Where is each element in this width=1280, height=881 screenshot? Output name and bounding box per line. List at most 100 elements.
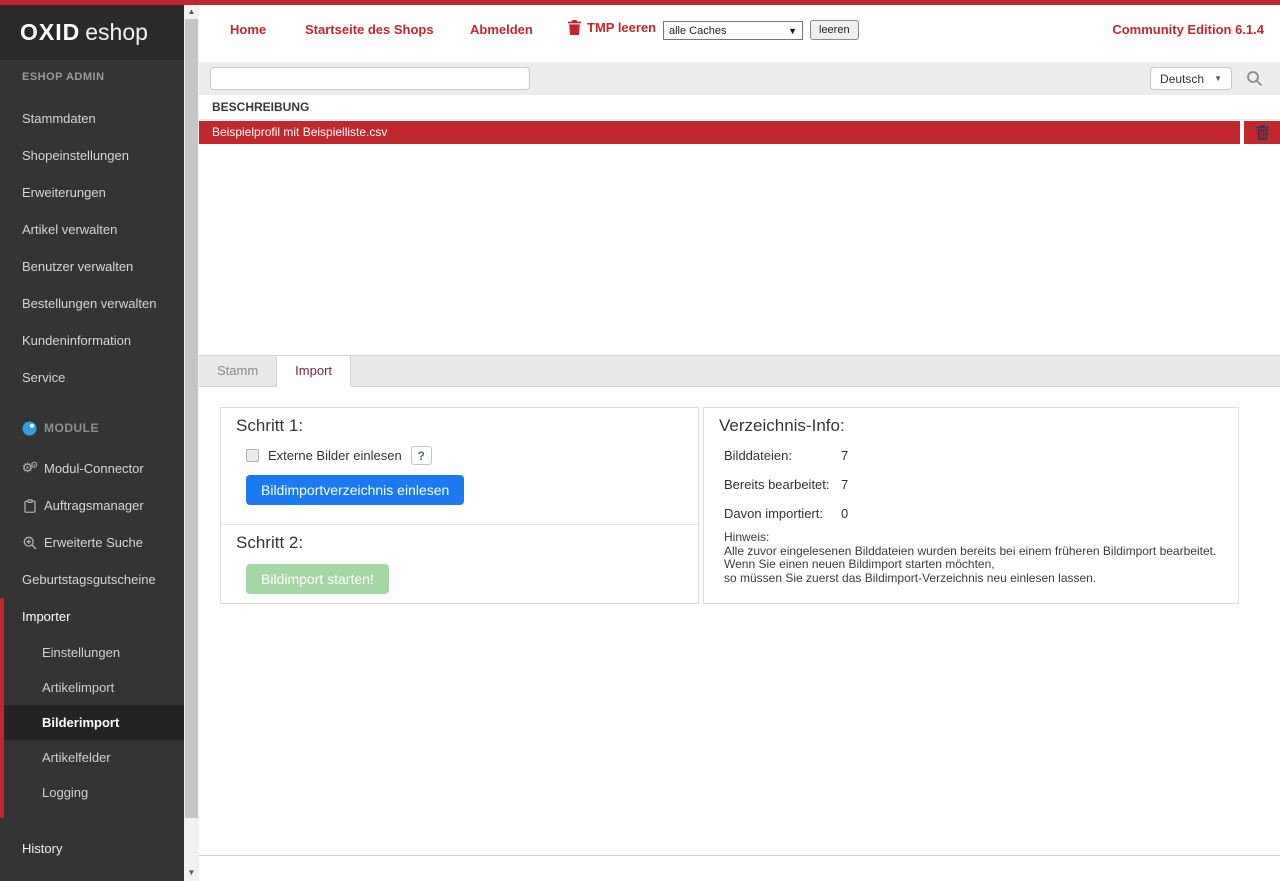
- scrollbar-up-arrow[interactable]: ▲: [187, 7, 196, 16]
- sidebar-item-geburtstagsgutscheine[interactable]: Geburtstagsgutscheine: [0, 561, 184, 598]
- clipboard-icon: [22, 498, 38, 513]
- sidebar-item-clipped[interactable]: [22, 876, 142, 881]
- tab-stamm[interactable]: Stamm: [199, 356, 278, 386]
- directory-info-panel: Verzeichnis-Info: Bilddateien: 7 Bereits…: [703, 407, 1239, 604]
- tmp-clear-link[interactable]: TMP leeren: [568, 20, 656, 35]
- sidebar-item-importer[interactable]: Importer: [22, 609, 71, 624]
- searchbar-right-group: Deutsch ▼: [1150, 67, 1263, 90]
- directory-info-rows: Bilddateien: 7 Bereits bearbeitet: 7 Dav…: [704, 441, 1238, 528]
- row-divider: [1240, 121, 1244, 144]
- tab-import[interactable]: Import: [277, 356, 352, 386]
- sidebar-item-service[interactable]: Service: [22, 370, 66, 385]
- hint-title: Hinweis:: [724, 530, 770, 544]
- sidebar-item-artikelimport[interactable]: Artikelimport: [42, 680, 115, 695]
- module-header-label: MODULE: [44, 421, 99, 435]
- sidebar-item-benutzer-verwalten[interactable]: Benutzer verwalten: [22, 259, 134, 274]
- read-import-directory-button[interactable]: Bildimportverzeichnis einlesen: [246, 475, 465, 505]
- info-row-bilddateien: Bilddateien: 7: [724, 441, 1238, 470]
- sidebar-item-artikel-verwalten[interactable]: Artikel verwalten: [22, 222, 118, 237]
- logout-link[interactable]: Abmelden: [470, 22, 533, 37]
- sidebar-section-module: MODULE: [22, 414, 99, 442]
- sidebar-item-stammdaten[interactable]: Stammdaten: [22, 111, 96, 126]
- sidebar-item-kundeninformation[interactable]: Kundeninformation: [22, 333, 132, 348]
- hint-line: Alle zuvor eingelesenen Bilddateien wurd…: [724, 543, 1217, 558]
- info-value: 0: [841, 506, 849, 521]
- sidebar-item-bestellungen-verwalten[interactable]: Bestellungen verwalten: [22, 296, 157, 311]
- sidebar-item-auftragsmanager[interactable]: Auftragsmanager: [0, 487, 184, 524]
- cache-select-value: alle Caches: [669, 24, 727, 37]
- sidebar-section-eshop-admin: ESHOP ADMIN: [22, 71, 105, 83]
- info-label: Bereits bearbeitet:: [724, 477, 830, 492]
- sidebar-item-modul-connector[interactable]: ⚙ ⚙ Modul-Connector: [0, 450, 184, 487]
- info-label: Davon importiert:: [724, 506, 823, 521]
- sidebar: OXID eshop ESHOP ADMIN Stammdaten Shopei…: [0, 0, 184, 881]
- row-label[interactable]: Beispielprofil mit Beispielliste.csv: [199, 121, 1240, 144]
- edition-label: Community Edition 6.1.4: [1112, 22, 1264, 37]
- info-row-davon-importiert: Davon importiert: 0: [724, 499, 1238, 528]
- sidebar-item-label: Modul-Connector: [44, 461, 144, 476]
- info-label: Bilddateien:: [724, 448, 792, 463]
- sidebar-item-erweiterungen[interactable]: Erweiterungen: [22, 185, 106, 200]
- sidebar-item-erweiterte-suche[interactable]: Erweiterte Suche: [0, 524, 184, 561]
- shop-start-link[interactable]: Startseite des Shops: [305, 22, 434, 37]
- panel-divider: [221, 524, 698, 525]
- trash-icon: [1255, 125, 1269, 140]
- info-value: 7: [841, 448, 849, 463]
- import-steps-panel: Schritt 1: Externe Bilder einlesen ? Bil…: [220, 407, 699, 604]
- content-bottom-border: [199, 855, 1280, 856]
- external-images-checkbox[interactable]: [246, 449, 259, 462]
- language-select-value: Deutsch: [1160, 71, 1205, 86]
- directory-info-title: Verzeichnis-Info:: [719, 416, 845, 435]
- sidebar-scrollbar[interactable]: ▲ ▼: [184, 0, 199, 881]
- sidebar-item-logging[interactable]: Logging: [42, 785, 89, 800]
- hint-note: Hinweis: Alle zuvor eingelesenen Bilddat…: [724, 530, 1238, 585]
- list-column-header: BESCHREIBUNG: [199, 95, 1280, 120]
- clear-cache-button[interactable]: leeren: [810, 20, 859, 40]
- scrollbar-thumb[interactable]: [185, 19, 198, 818]
- sidebar-item-bilderimport-active[interactable]: Bilderimport: [4, 705, 184, 740]
- sidebar-item-history[interactable]: History: [22, 841, 63, 856]
- info-row-bereits-bearbeitet: Bereits bearbeitet: 7: [724, 470, 1238, 499]
- start-image-import-button[interactable]: Bildimport starten!: [246, 564, 389, 594]
- select-caret-icon: ▼: [788, 25, 797, 36]
- search-icon[interactable]: [1246, 70, 1263, 87]
- step2-title: Schritt 2:: [236, 533, 304, 552]
- header-bar: Home Startseite des Shops Abmelden TMP l…: [199, 5, 1280, 62]
- top-accent-bar: [0, 0, 1280, 5]
- hint-line: Wenn Sie einen neuen Bildimport starten …: [724, 557, 995, 571]
- tab-bar: Stamm Import: [199, 355, 1280, 387]
- sidebar-item-einstellungen[interactable]: Einstellungen: [42, 645, 121, 660]
- home-link[interactable]: Home: [230, 22, 267, 37]
- search-input[interactable]: [210, 67, 530, 90]
- search-bar: Deutsch ▼: [199, 62, 1280, 95]
- logo-text-light: eshop: [85, 19, 148, 45]
- sidebar-item-label: Auftragsmanager: [44, 498, 144, 513]
- sidebar-item-shopeinstellungen[interactable]: Shopeinstellungen: [22, 148, 129, 163]
- cache-select[interactable]: alle Caches ▼: [663, 21, 803, 40]
- sidebar-module-nav: ⚙ ⚙ Modul-Connector Auftragsmanager Erwei…: [0, 450, 184, 598]
- external-images-row: Externe Bilder einlesen ?: [246, 446, 698, 465]
- logo-text-bold: OXID: [20, 19, 81, 45]
- sidebar-main-nav: Stammdaten Shopeinstellungen Erweiterung…: [0, 100, 184, 396]
- step1-title: Schritt 1:: [236, 416, 304, 435]
- info-value: 7: [841, 477, 849, 492]
- scrollbar-down-arrow[interactable]: ▼: [187, 868, 196, 877]
- sidebar-importer-group: Importer Einstellungen Artikelimport Bil…: [0, 598, 184, 818]
- sidebar-item-label: Geburtstagsgutscheine: [22, 572, 156, 587]
- main-area: Home Startseite des Shops Abmelden TMP l…: [199, 5, 1280, 881]
- delete-row-button[interactable]: [1244, 121, 1280, 144]
- table-row-selected[interactable]: Beispielprofil mit Beispielliste.csv: [199, 121, 1280, 144]
- zoom-in-icon: [22, 536, 38, 550]
- trash-icon: [568, 20, 581, 35]
- tmp-clear-label: TMP leeren: [587, 20, 657, 35]
- sidebar-item-label: Erweiterte Suche: [44, 535, 143, 550]
- module-icon: [22, 421, 37, 435]
- select-caret-icon: ▼: [1214, 74, 1222, 83]
- sidebar-item-artikelfelder[interactable]: Artikelfelder: [42, 750, 111, 765]
- external-images-label[interactable]: Externe Bilder einlesen: [268, 448, 402, 463]
- gears-icon: ⚙ ⚙: [21, 461, 39, 476]
- oxid-logo[interactable]: OXID eshop: [0, 5, 184, 60]
- help-button[interactable]: ?: [410, 446, 432, 465]
- language-select[interactable]: Deutsch ▼: [1150, 67, 1232, 90]
- hint-line: so müssen Sie zuerst das Bildimport-Verz…: [724, 570, 1097, 585]
